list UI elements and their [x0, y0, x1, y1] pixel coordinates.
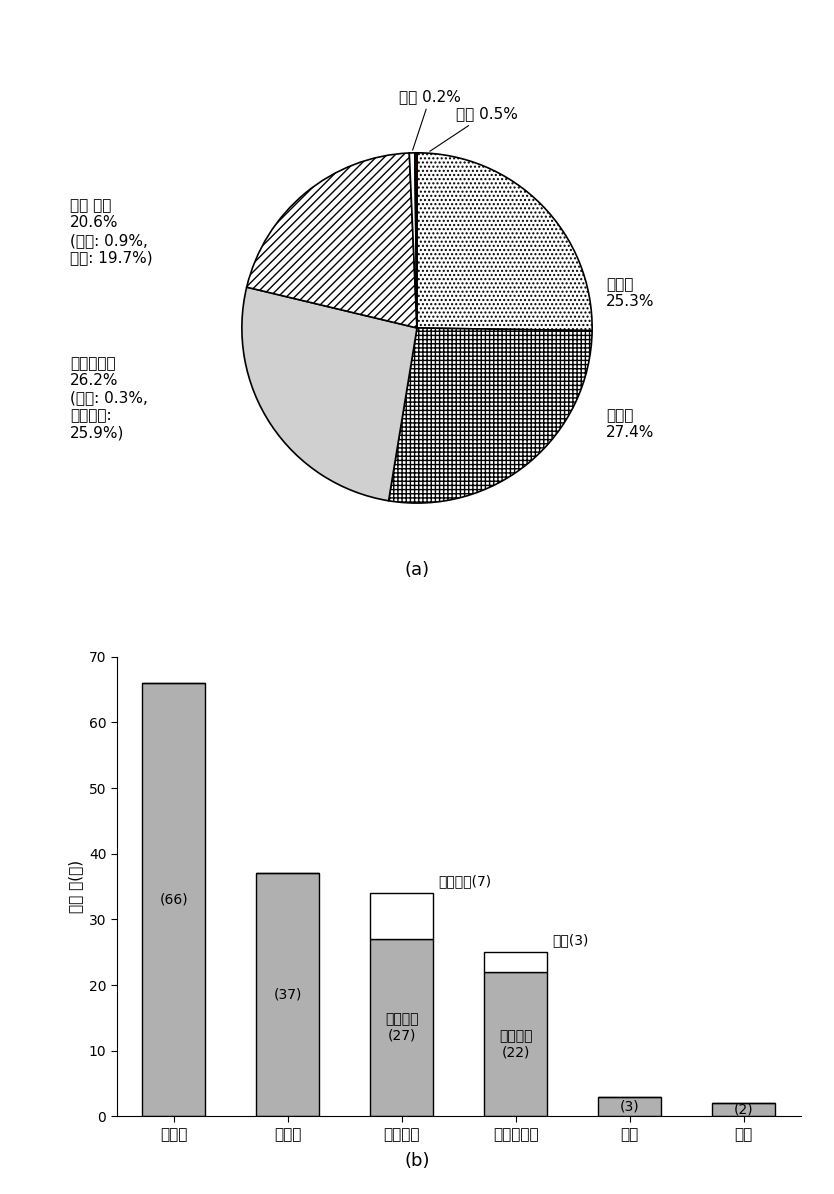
Bar — [485, 953, 547, 972]
Text: 지하수
25.3%: 지하수 25.3% — [606, 277, 655, 309]
Bar — [143, 683, 205, 1116]
Wedge shape — [417, 153, 592, 331]
Wedge shape — [247, 153, 417, 328]
Text: 해수담수화
26.2%
(해수: 0.3%,
염지하수:
25.9%): 해수담수화 26.2% (해수: 0.3%, 염지하수: 25.9%) — [70, 356, 148, 441]
Text: (3): (3) — [620, 1100, 640, 1114]
Y-axis label: 도서 수(개): 도서 수(개) — [68, 860, 83, 913]
Wedge shape — [409, 153, 417, 328]
Text: (a): (a) — [404, 561, 430, 579]
Bar — [485, 972, 547, 1116]
Bar — [256, 874, 319, 1116]
Text: 관로수송
(27): 관로수송 (27) — [385, 1013, 419, 1042]
Text: (b): (b) — [404, 1151, 430, 1170]
Wedge shape — [414, 153, 417, 328]
Text: (37): (37) — [274, 987, 302, 1002]
Bar — [598, 1096, 661, 1116]
Text: 선박수송(7): 선박수송(7) — [438, 874, 491, 888]
Text: (66): (66) — [159, 893, 188, 906]
Bar — [712, 1103, 775, 1116]
Text: (2): (2) — [734, 1103, 753, 1116]
Text: 용수 수송
20.6%
(선박: 0.9%,
관로: 19.7%): 용수 수송 20.6% (선박: 0.9%, 관로: 19.7%) — [70, 198, 153, 265]
Text: 해수(3): 해수(3) — [552, 933, 589, 947]
Text: 빗물 0.5%: 빗물 0.5% — [430, 106, 517, 152]
Text: 염지하수
(22): 염지하수 (22) — [499, 1029, 532, 1059]
Bar — [370, 893, 433, 938]
Text: 기타 0.2%: 기타 0.2% — [399, 88, 461, 150]
Text: 지표수
27.4%: 지표수 27.4% — [606, 408, 655, 441]
Bar — [370, 938, 433, 1116]
Wedge shape — [389, 328, 592, 503]
Wedge shape — [242, 287, 417, 500]
